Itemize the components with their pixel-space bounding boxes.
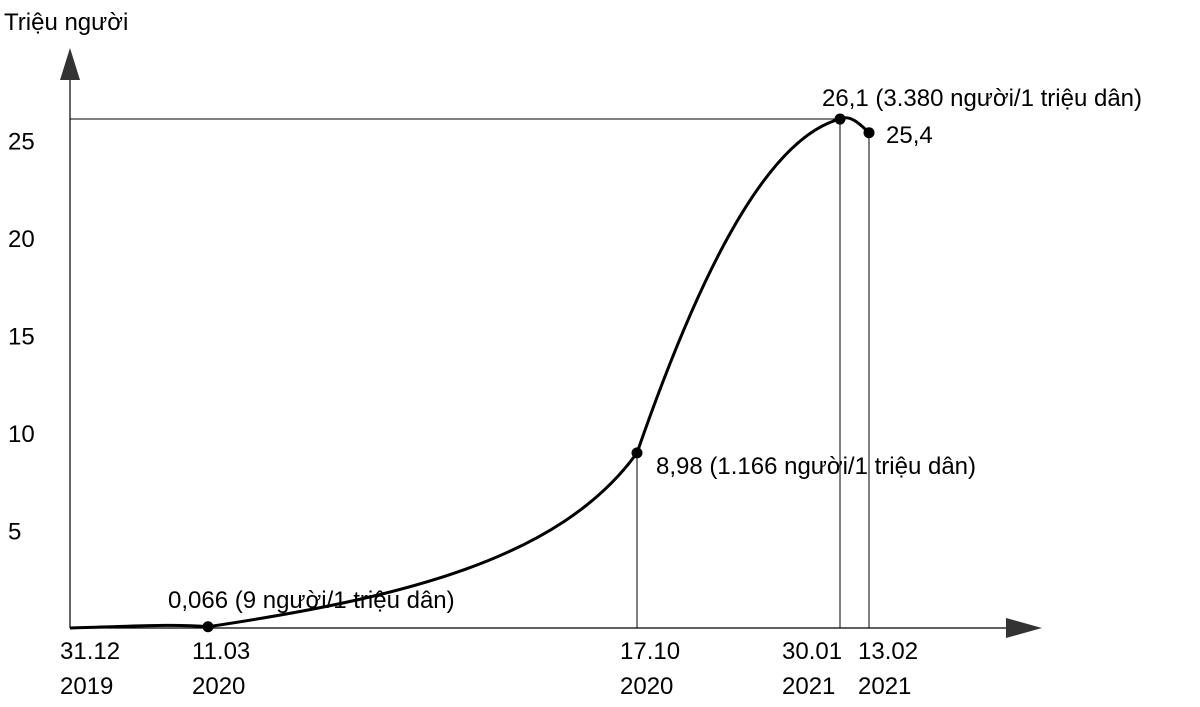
data-point-1 <box>202 621 214 633</box>
reference-lines <box>70 118 870 628</box>
series-line <box>69 116 871 630</box>
data-point-2 <box>631 447 643 459</box>
y-tick-label-4: 25 <box>8 129 35 156</box>
data-points <box>202 113 875 633</box>
data-point-3 <box>834 113 846 125</box>
y-ticks: 5 10 15 20 25 <box>8 129 35 546</box>
x-tick-year-2: 2020 <box>620 673 673 700</box>
y-tick-label-2: 15 <box>8 324 35 351</box>
annotation-2: 26,1 (3.380 người/1 triệu dân) <box>822 85 1142 112</box>
x-tick-year-3: 2021 <box>782 673 835 700</box>
y-axis-label: Triệu người <box>4 9 128 36</box>
annotation-3: 25,4 <box>886 122 933 149</box>
x-tick-day-1: 11.03 <box>192 638 250 665</box>
x-tick-day-4: 13.02 <box>858 638 918 665</box>
x-axis-arrow <box>1006 618 1042 638</box>
data-point-4 <box>863 127 875 139</box>
annotation-0: 0,066 (9 người/1 triệu dân) <box>168 587 455 614</box>
x-tick-year-0: 2019 <box>60 673 113 700</box>
x-tick-year-4: 2021 <box>858 673 911 700</box>
x-tick-day-0: 31.12 <box>60 638 120 665</box>
y-tick-label-3: 20 <box>8 226 35 253</box>
x-tick-day-3: 30.01 <box>782 638 842 665</box>
x-ticks: 31.12 2019 11.03 2020 17.10 2020 30.01 2021 13.0… <box>60 638 918 700</box>
x-tick-year-1: 2020 <box>192 673 245 700</box>
annotation-1: 8,98 (1.166 người/1 triệu dân) <box>656 453 976 480</box>
y-tick-label-1: 10 <box>8 421 35 448</box>
y-tick-label-0: 5 <box>8 519 21 546</box>
y-axis-arrow <box>60 48 80 80</box>
x-tick-day-2: 17.10 <box>620 638 680 665</box>
